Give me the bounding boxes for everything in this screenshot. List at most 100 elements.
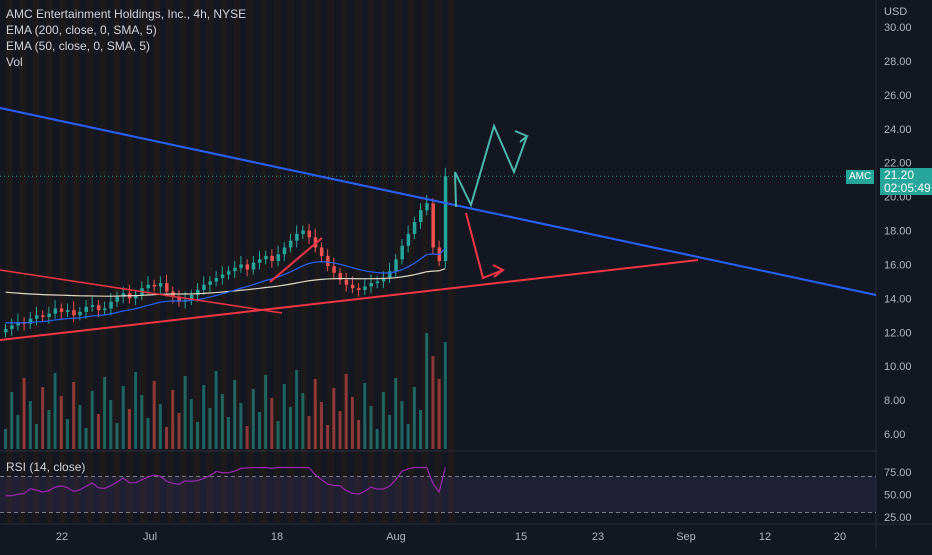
session-shade [381,0,388,522]
volume-bar [59,396,63,449]
volume-bar [406,424,410,449]
volume-bar [233,380,237,449]
volume-bar [443,342,447,449]
volume-legend[interactable]: Vol [6,55,23,69]
price-tick-label: 8.00 [884,395,905,407]
volume-bar [326,425,330,449]
rising-support-trendline [0,259,699,341]
candle-body [363,286,367,290]
candle-body [375,281,380,284]
volume-bar [171,390,175,449]
volume-bar [307,416,311,449]
symbol-title[interactable]: AMC Entertainment Holdings, Inc., 4h, NY… [6,7,247,21]
candle-body [332,266,336,273]
volume-bar [419,410,423,449]
volume-bar [47,410,51,449]
ema200-legend[interactable]: EMA (200, close, 0, SMA, 5) [6,23,157,37]
rsi-legend[interactable]: RSI (14, close) [6,460,86,474]
candle-body [152,284,157,287]
volume-bar [22,378,26,449]
volume-bar [220,394,224,449]
session-shade [327,0,335,522]
session-shade [153,0,160,522]
rsi-tick-label: 50.00 [884,490,912,502]
volume-bar [282,384,286,449]
candle-body [158,283,163,287]
volume-bar [245,426,249,449]
volume-bar [134,372,138,449]
rsi-tick-label: 75.00 [884,467,912,479]
candle-body [350,284,355,289]
candle-body [431,203,435,248]
session-shade [220,0,227,522]
candle-body [388,271,392,278]
session-shade [59,0,67,522]
volume-bar [344,374,348,449]
session-shade [6,0,13,522]
volume-bar [53,373,57,449]
volume-bar [369,406,373,449]
ema50-legend[interactable]: EMA (50, close, 0, SMA, 5) [6,39,151,53]
volume-bar [332,388,336,449]
candle-body [34,315,39,319]
session-shade [341,0,348,522]
price-tick-label: 22.00 [884,158,912,170]
volume-bar [90,391,94,449]
rally-trendline [269,237,323,283]
volume-bar [72,382,76,449]
session-shade [421,0,428,522]
volume-bar [177,413,181,449]
candle-body [109,301,113,309]
time-tick-label: 20 [834,531,846,543]
candle-body [412,222,417,234]
candle-body [338,272,342,280]
volume-bar [103,377,107,449]
volume-bar [4,429,7,449]
candle-body [78,311,82,316]
price-tick-label: 16.00 [884,259,912,271]
candle-body [369,283,373,287]
bullish-arrowhead [514,130,529,143]
volume-bar [121,386,125,449]
candle-body [90,305,95,307]
session-shade [408,0,415,522]
candle-body [72,310,76,316]
candle-body [245,264,250,270]
candle-body [381,277,386,282]
price-tick-label: 30.00 [884,22,912,34]
candle-body [115,296,119,302]
candle-body [307,230,312,238]
volume-bar [65,419,69,449]
volume-bar [251,389,255,449]
session-shade [247,0,254,522]
bullish-projection-path [454,123,528,208]
time-tick-label: 15 [515,531,527,543]
session-shade [86,0,93,522]
volume-bar [264,375,268,449]
volume-bar [313,379,317,449]
price-tick-label: 24.00 [884,124,912,136]
session-shade [126,0,134,522]
candle-body [214,277,219,282]
session-shade [99,0,107,522]
volume-bar [388,415,392,449]
volume-bar [270,398,274,449]
candle-body [220,274,225,278]
candle-body [177,296,181,302]
session-shade [287,0,294,522]
volume-bar [301,393,305,449]
bar-countdown: 02:05:49 [884,181,931,195]
volume-bar [34,424,38,449]
old-support-trendline [0,269,283,314]
session-shade [448,0,455,522]
time-tick-label: 18 [271,531,283,543]
candle-body [96,305,101,311]
volume-bar [10,392,14,449]
candle-body [59,308,64,312]
volume-bar [183,376,187,449]
falling-resistance-trendline [0,107,877,296]
volume-bar [357,420,361,449]
session-shade [113,0,120,522]
